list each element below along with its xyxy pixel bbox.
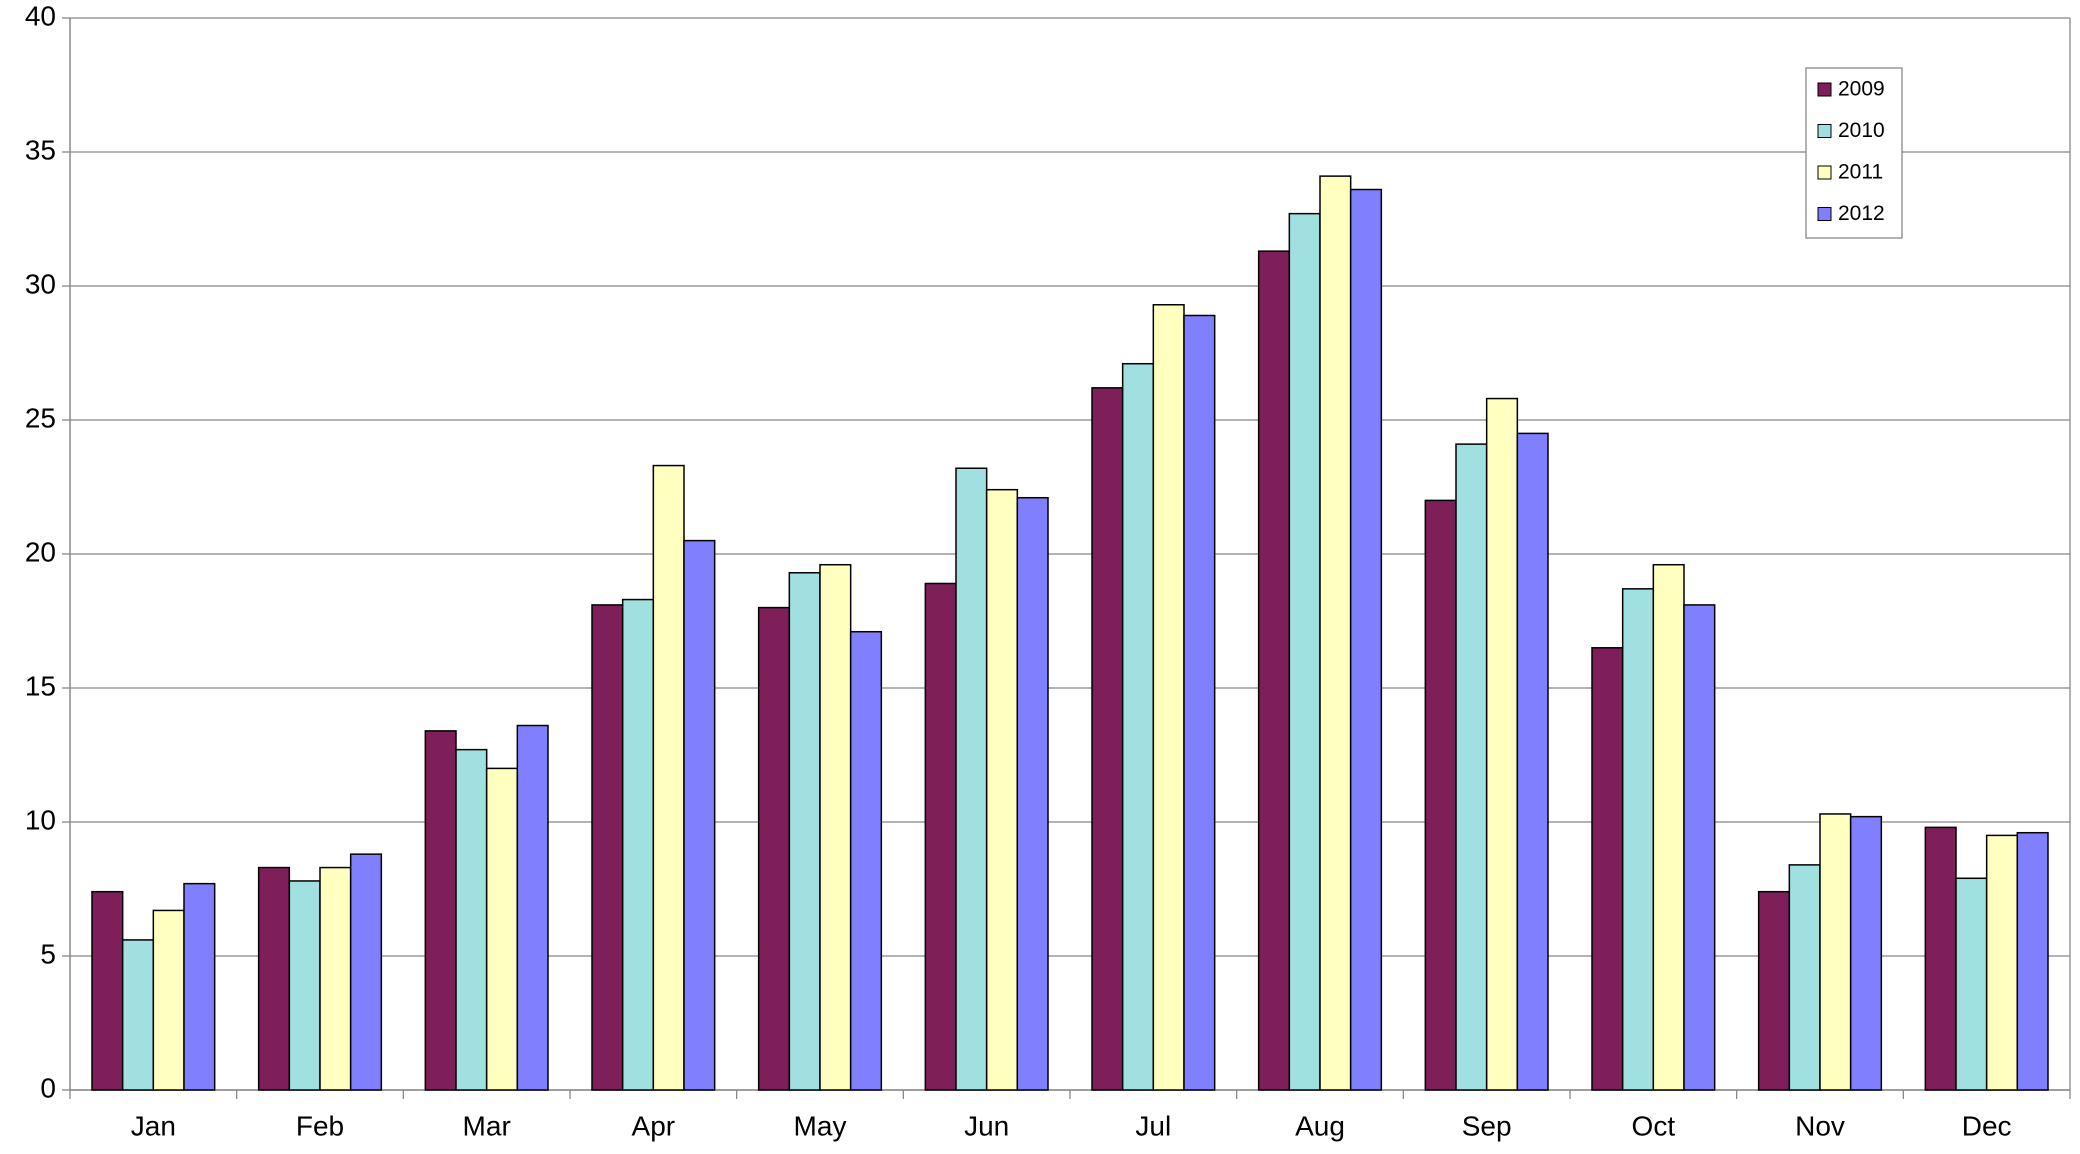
bar xyxy=(349,853,383,1091)
x-tick-label: Jul xyxy=(1135,1110,1171,1141)
y-tick-label: 30 xyxy=(25,268,56,299)
legend-label: 2009 xyxy=(1838,78,1885,101)
bar xyxy=(288,880,321,1091)
bar xyxy=(1257,250,1291,1091)
bar xyxy=(788,572,821,1091)
y-tick-label: 15 xyxy=(25,670,56,701)
legend-label: 2011 xyxy=(1838,161,1883,184)
x-tick-label: Sep xyxy=(1462,1110,1512,1141)
bar xyxy=(1955,877,1988,1091)
bar xyxy=(1288,212,1321,1091)
bar xyxy=(1424,499,1457,1091)
bar xyxy=(1016,496,1049,1091)
legend-label: 2010 xyxy=(1838,119,1885,142)
bar xyxy=(985,488,1019,1091)
bar xyxy=(183,882,216,1091)
bar xyxy=(652,464,685,1091)
bar xyxy=(2016,831,2049,1091)
bar xyxy=(152,909,185,1091)
bar xyxy=(1683,604,1716,1091)
x-tick-label: Feb xyxy=(296,1110,344,1141)
bar xyxy=(1516,432,1549,1091)
bar xyxy=(757,606,791,1091)
x-tick-label: Jan xyxy=(131,1110,176,1141)
bar xyxy=(1924,826,1957,1091)
bar xyxy=(121,939,155,1091)
bar xyxy=(1091,387,1124,1091)
x-tick-label: Dec xyxy=(1962,1110,2012,1141)
legend-swatch xyxy=(1817,82,1832,97)
x-tick-label: Jun xyxy=(964,1110,1009,1141)
legend-label: 2012 xyxy=(1838,202,1885,225)
bar xyxy=(1121,362,1155,1091)
bar xyxy=(319,866,352,1091)
bar xyxy=(1788,864,1821,1091)
y-tick-label: 5 xyxy=(40,938,56,969)
bar xyxy=(849,630,883,1091)
bar xyxy=(1591,647,1624,1091)
bar xyxy=(1349,188,1383,1091)
bar xyxy=(683,539,716,1091)
x-tick-label: Oct xyxy=(1632,1110,1676,1141)
bar xyxy=(257,866,291,1091)
y-tick-label: 20 xyxy=(25,536,56,567)
bar xyxy=(516,724,549,1091)
bar xyxy=(924,582,957,1091)
bar xyxy=(1757,890,1791,1091)
bar xyxy=(819,563,852,1091)
bar xyxy=(1319,175,1352,1091)
bar xyxy=(485,767,519,1091)
bar xyxy=(1849,815,1883,1091)
y-tick-label: 25 xyxy=(25,402,56,433)
bar xyxy=(1819,813,1852,1091)
x-tick-label: Mar xyxy=(463,1110,511,1141)
bar xyxy=(1455,443,1488,1091)
y-tick-label: 40 xyxy=(25,0,56,31)
x-tick-label: Nov xyxy=(1795,1110,1845,1141)
legend-swatch xyxy=(1817,165,1832,180)
x-tick-label: Apr xyxy=(632,1110,676,1141)
legend-swatch xyxy=(1817,207,1832,221)
y-tick-label: 10 xyxy=(25,804,56,835)
y-tick-label: 35 xyxy=(25,134,56,165)
x-tick-label: May xyxy=(794,1110,847,1141)
bar xyxy=(1485,397,1519,1091)
bar xyxy=(424,730,457,1091)
bar xyxy=(955,467,988,1091)
bar xyxy=(91,890,124,1091)
bar xyxy=(621,598,655,1091)
bar xyxy=(591,604,624,1091)
bar xyxy=(1652,563,1685,1091)
bar xyxy=(1621,588,1655,1091)
y-tick-label: 0 xyxy=(40,1072,56,1103)
bar xyxy=(1152,304,1185,1091)
bar xyxy=(1183,314,1216,1091)
x-tick-label: Aug xyxy=(1295,1110,1345,1141)
bar xyxy=(455,748,488,1091)
bar xyxy=(1985,834,2019,1091)
legend-swatch xyxy=(1817,124,1832,138)
legend: 2009 2010 2011 2012 xyxy=(1805,67,1903,239)
